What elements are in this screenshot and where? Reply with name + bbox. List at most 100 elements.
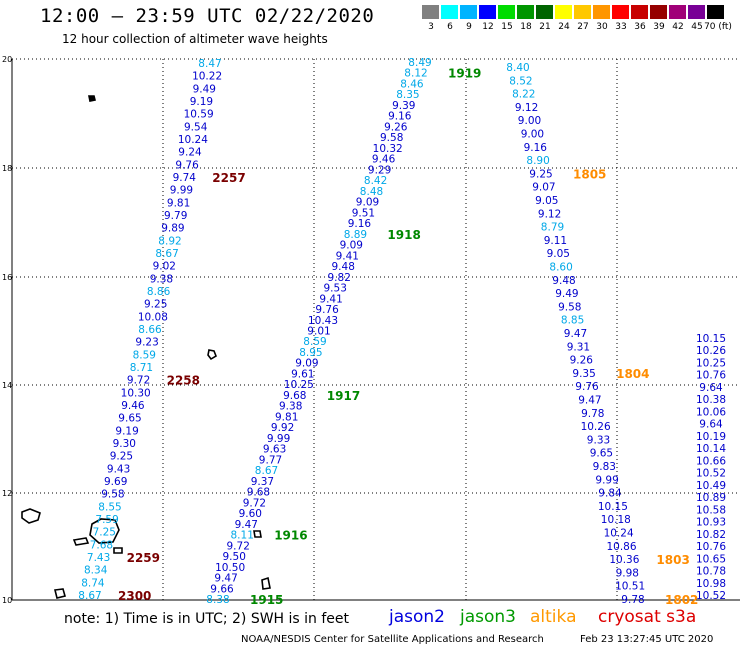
wave-height-value: 8.79	[541, 222, 564, 234]
wave-height-value: 10.24	[604, 528, 634, 540]
scale-swatch	[555, 5, 572, 19]
wave-height-value: 8.67	[155, 248, 178, 260]
wave-height-value: 9.47	[578, 395, 601, 407]
pass-time-label: 1916	[274, 529, 307, 543]
wave-height-value: 10.26	[581, 421, 611, 433]
wave-height-value: 8.38	[206, 594, 229, 605]
time-labels: 2257 2258 2259 2300 1915 1916 1917 1918 1919 1805…	[118, 67, 698, 605]
scale-swatch	[612, 5, 629, 19]
longitude-label: 177	[609, 604, 624, 605]
scale-label: 30	[596, 22, 608, 32]
longitude-label: 174	[458, 604, 473, 605]
pass-time-label: 2259	[127, 551, 160, 565]
wave-height-value: 9.84	[598, 488, 622, 500]
scale-label: 36	[634, 22, 646, 32]
wave-height-value: 9.99	[595, 474, 618, 486]
wave-height-value: 9.72	[227, 540, 250, 552]
pass-time-label: 1802	[665, 593, 698, 605]
pass-time-label: 1805	[573, 167, 606, 181]
scale-label: 33	[615, 22, 627, 32]
wave-height-value: 10.30	[121, 387, 151, 399]
wave-height-value: 9.09	[340, 240, 363, 252]
scale-swatch	[574, 5, 591, 19]
scale-label: 39	[653, 22, 665, 32]
wave-height-value: 10.06	[696, 406, 726, 418]
wave-height-value: 10.50	[215, 562, 245, 574]
wave-height-value: 9.35	[572, 368, 595, 380]
wave-height-value: 9.31	[567, 341, 590, 353]
wave-height-value: 8.22	[512, 89, 535, 101]
pass-time-label: 1917	[327, 389, 360, 403]
wave-height-value: 8.11	[231, 530, 254, 542]
wave-height-value: 9.72	[243, 497, 266, 509]
wave-height-value: 9.65	[590, 448, 613, 460]
scale-label: 12	[482, 22, 494, 32]
pass-time-label: 1918	[387, 228, 420, 242]
track-layer: 8.4710.229.499.1910.599.5410.249.249.769…	[78, 57, 726, 605]
wave-height-value: 10.18	[601, 514, 631, 526]
wave-height-value: 8.67	[78, 590, 101, 602]
wave-height-value: 9.54	[184, 121, 208, 133]
wave-height-value: 9.41	[336, 250, 359, 262]
scale-label: 6	[447, 22, 453, 32]
wave-height-value: 7.43	[87, 552, 110, 564]
wave-height-value: 9.92	[271, 422, 294, 434]
footer-note: note: 1) Time is in UTC; 2) SWH is in fe…	[64, 611, 350, 627]
wave-height-value: 10.32	[373, 143, 403, 155]
grid-lines	[11, 58, 740, 601]
wave-height-value: 9.79	[164, 210, 187, 222]
pass-time-label: 1803	[656, 553, 689, 567]
wave-height-value: 10.66	[696, 455, 726, 467]
wave-height-value: 9.51	[352, 207, 375, 219]
wave-height-value: 8.49	[408, 57, 431, 69]
wave-height-value: 9.48	[552, 275, 575, 287]
island-c-outline	[21, 508, 41, 524]
grid-labels: 20 18 16 14 12 10165 168 171 174 177	[2, 55, 624, 605]
wave-height-value: 9.19	[190, 96, 213, 108]
island-h-outline	[261, 576, 271, 590]
wave-height-value: 9.99	[267, 433, 290, 445]
scale-swatch	[631, 5, 648, 19]
wave-height-value: 10.52	[696, 468, 726, 480]
wave-height-value: 9.11	[544, 235, 567, 247]
scale-swatch	[650, 5, 667, 19]
wave-height-value: 8.90	[526, 155, 549, 167]
wave-height-value: 9.76	[575, 381, 599, 393]
wave-height-value: 9.12	[538, 208, 561, 220]
wave-height-value: 10.89	[696, 492, 726, 504]
scale-label: 18	[520, 22, 532, 32]
map-title: 12:00 – 23:59 UTC 02/22/2020	[40, 5, 375, 27]
wave-height-value: 8.48	[360, 186, 383, 198]
land-layer	[21, 95, 271, 599]
wave-height-value: 10.15	[598, 501, 628, 513]
wave-height-value: 8.12	[404, 68, 427, 80]
scale-swatch	[536, 5, 553, 19]
wave-height-value: 9.72	[127, 375, 150, 387]
scale-label: 9	[466, 22, 472, 32]
latitude-label: 12	[2, 489, 12, 498]
wave-height-value: 10.86	[606, 541, 636, 553]
pass-time-label: 2258	[167, 374, 200, 388]
scale-swatch	[669, 5, 686, 19]
longitude-label: 171	[306, 604, 321, 605]
wave-height-value: 9.09	[295, 358, 318, 370]
satellite-legend-cryosat-s3a: cryosat s3a	[598, 607, 697, 627]
wave-height-value: 9.66	[210, 583, 234, 595]
wave-height-value: 9.99	[170, 185, 193, 197]
wave-height-value: 9.53	[324, 283, 347, 295]
scale-swatch	[422, 5, 439, 19]
wave-height-value: 9.25	[144, 299, 167, 311]
generated-timestamp: Feb 23 13:27:45 UTC 2020	[580, 634, 714, 645]
island-g-outline	[253, 530, 262, 538]
wave-height-value: 10.22	[192, 71, 222, 83]
wave-height-value: 10.25	[696, 358, 726, 370]
scale-swatch	[479, 5, 496, 19]
wave-height-value: 9.68	[283, 390, 306, 402]
wave-height-value: 9.47	[564, 328, 587, 340]
wave-height-value: 8.55	[98, 501, 121, 513]
satellite-legend-altika: altika	[530, 607, 577, 627]
wave-height-value: 9.37	[251, 476, 274, 488]
wave-height-value: 9.16	[348, 218, 372, 230]
scale-label: 15	[501, 22, 513, 32]
scale-label: 27	[577, 22, 589, 32]
